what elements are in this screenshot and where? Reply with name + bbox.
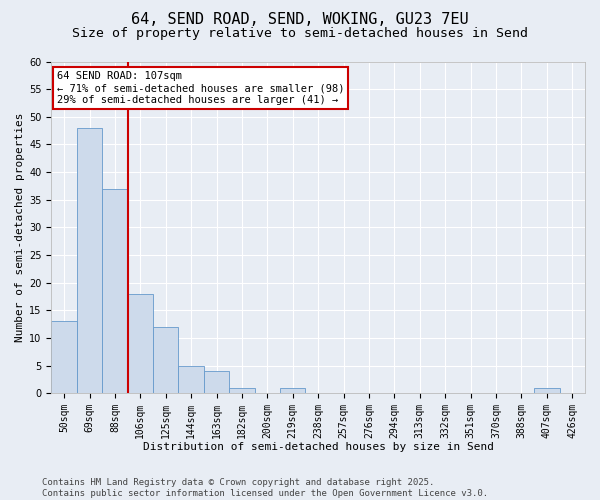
Bar (102, 188, 128, 394)
Text: 64, SEND ROAD, SEND, WOKING, GU23 7EU: 64, SEND ROAD, SEND, WOKING, GU23 7EU (131, 12, 469, 28)
Bar (77, 128, 102, 394)
Bar (153, 327, 178, 394)
Bar (229, 388, 254, 394)
Text: Contains HM Land Registry data © Crown copyright and database right 2025.
Contai: Contains HM Land Registry data © Crown c… (42, 478, 488, 498)
Bar (178, 366, 204, 394)
X-axis label: Distribution of semi-detached houses by size in Send: Distribution of semi-detached houses by … (143, 442, 494, 452)
Bar (128, 294, 153, 394)
Text: Size of property relative to semi-detached houses in Send: Size of property relative to semi-detach… (72, 28, 528, 40)
Bar (204, 371, 229, 394)
Text: 64 SEND ROAD: 107sqm
← 71% of semi-detached houses are smaller (98)
29% of semi-: 64 SEND ROAD: 107sqm ← 71% of semi-detac… (57, 72, 344, 104)
Bar (52, 322, 77, 394)
Y-axis label: Number of semi-detached properties: Number of semi-detached properties (15, 112, 25, 342)
Bar (280, 388, 305, 394)
Bar (534, 388, 560, 394)
